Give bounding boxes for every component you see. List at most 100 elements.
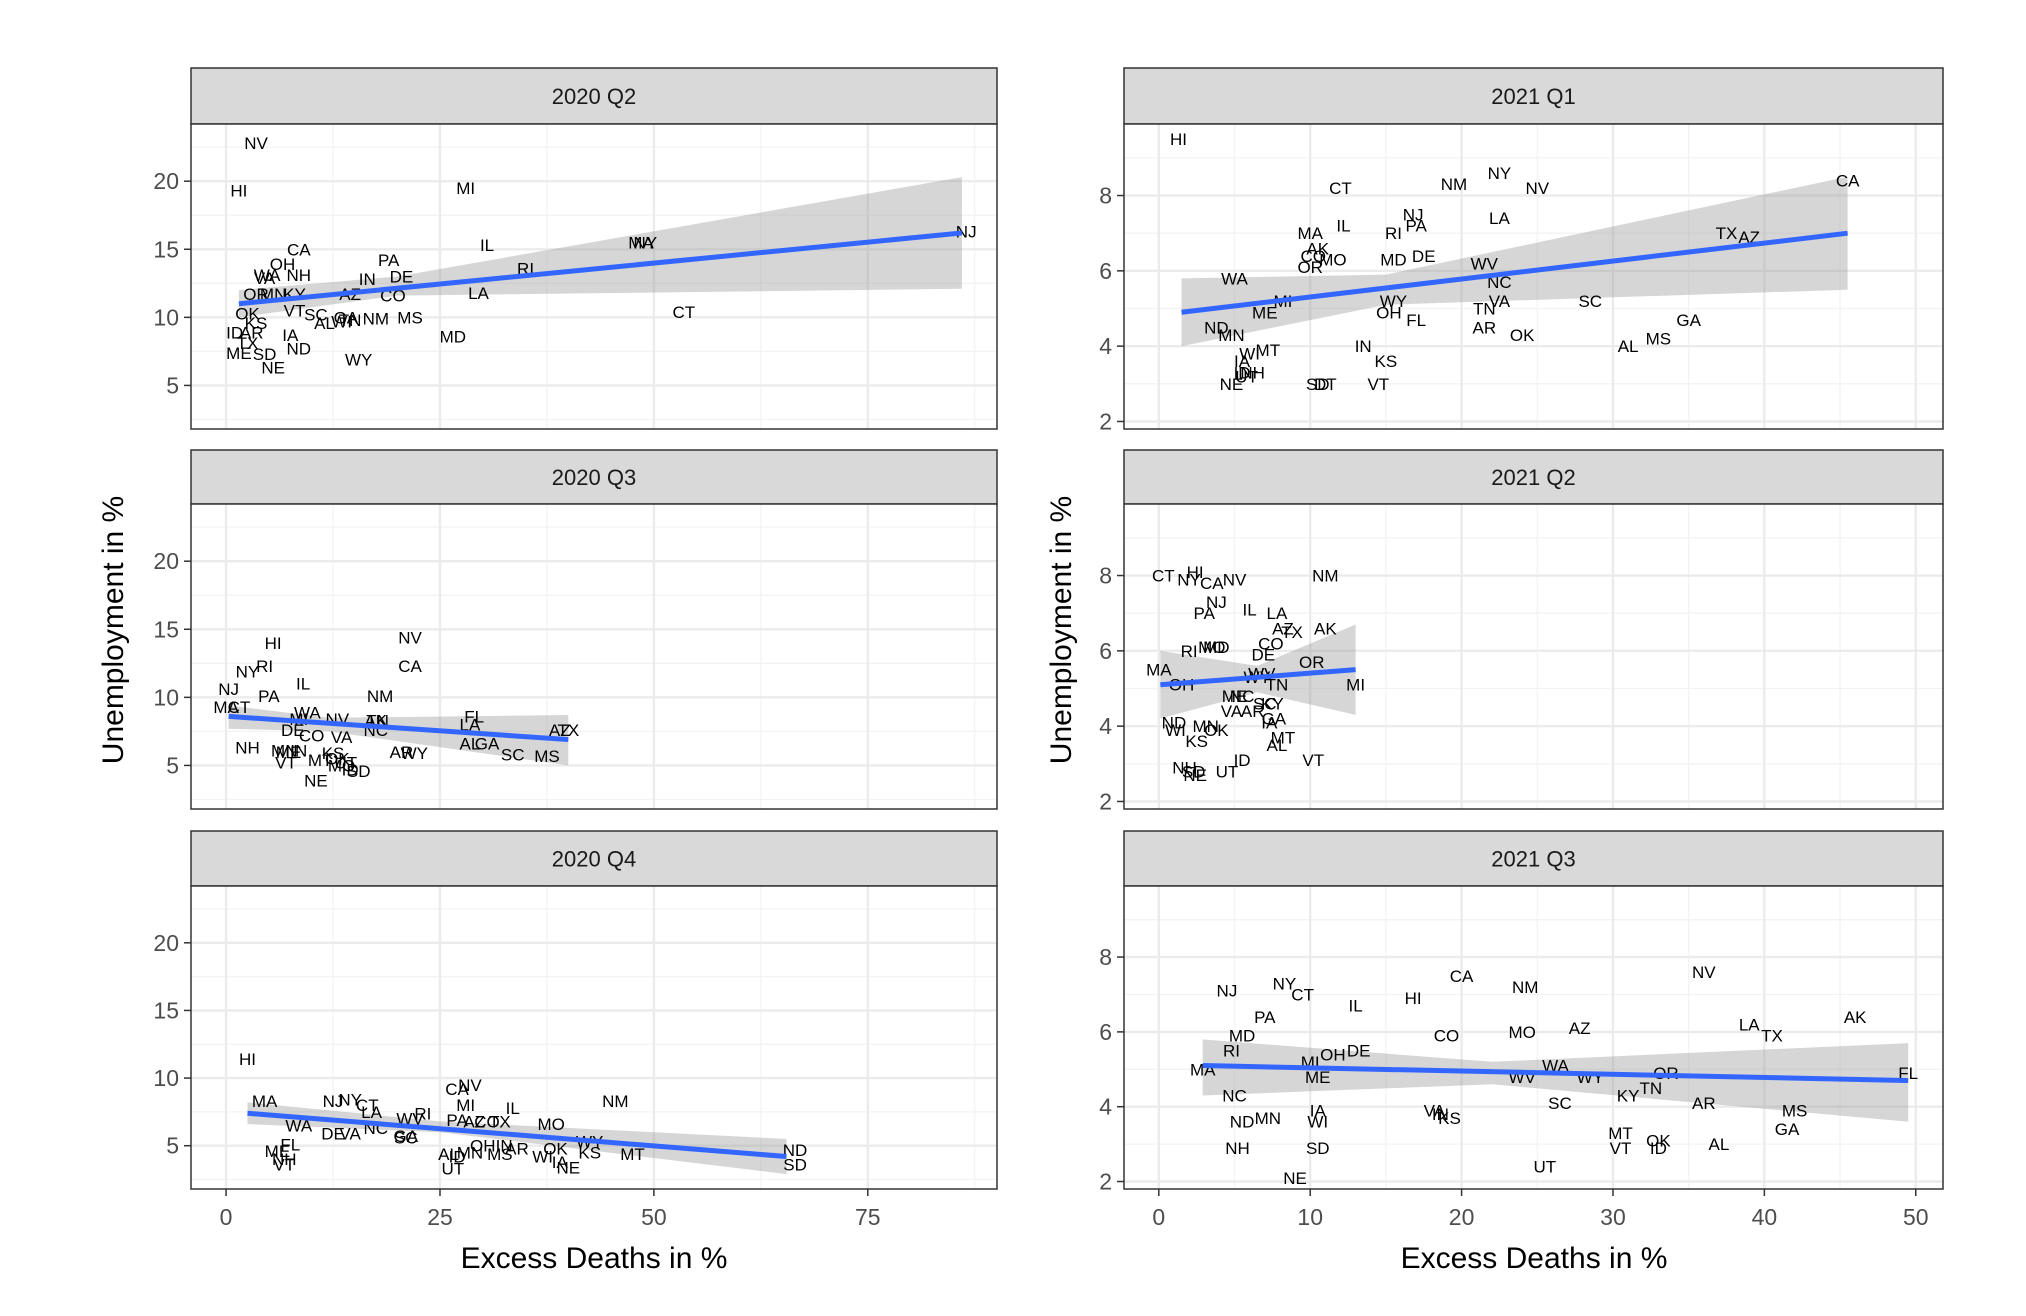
point-label-or: OR [1299,653,1325,672]
point-label-nh: NH [272,1150,297,1169]
point-label-nd: ND [287,340,312,359]
facet-strip [1123,67,1944,125]
point-label-ms: MS [1782,1101,1808,1120]
point-label-va: VA [339,1125,361,1144]
point-label-ut: UT [441,1160,464,1179]
point-label-or: OR [1297,258,1323,277]
point-label-fl: FL [1406,311,1426,330]
x-axis-title-left: Excess Deaths in % [461,1242,728,1275]
point-label-hi: HI [265,634,282,653]
point-label-sc: SC [1578,292,1602,311]
point-label-nh: NH [235,739,260,758]
point-label-ma: MA [1146,661,1172,680]
point-label-ri: RI [414,1104,431,1123]
x-tick-label: 25 [427,1204,453,1230]
point-label-ks: KS [1438,1109,1461,1128]
point-label-wa: WA [294,703,321,722]
facet-strip-label: 2021 Q1 [1491,84,1575,109]
point-label-va: VA [254,269,276,288]
point-label-ok: OK [235,304,260,323]
point-label-vt: VT [284,302,306,321]
point-label-ok: OK [1510,326,1535,345]
point-label-oh: OH [1376,303,1402,322]
point-label-tn: TN [1473,300,1496,319]
point-label-il: IL [1349,997,1363,1016]
point-label-mt: MT [620,1145,645,1164]
y-tick-label: 2 [1099,408,1112,434]
point-label-ut: UT [335,754,358,773]
point-label-id: ID [226,323,243,342]
point-label-ca: CA [398,657,422,676]
point-label-ne: NE [1283,1169,1307,1188]
plot-area [191,124,997,429]
point-label-nm: NM [1312,567,1338,586]
point-label-ms: MS [487,1145,513,1164]
x-axis-title-right: Excess Deaths in % [1401,1242,1668,1275]
plot-area [1124,504,1943,809]
point-label-co: CO [1258,634,1284,653]
point-label-ga: GA [475,735,500,754]
point-label-mo: MO [328,756,355,775]
point-label-mn: MN [1255,1109,1281,1128]
point-label-ne: NE [1183,766,1207,785]
facet-strip [1123,449,1944,505]
point-label-ks: KS [322,744,345,763]
point-label-wi: WI [1165,721,1186,740]
facet-strip-label: 2020 Q4 [552,847,636,872]
point-label-sc: SC [304,306,328,325]
point-label-nc: NC [1222,1086,1247,1105]
point-label-ar: AR [240,323,264,342]
point-label-mn: MN [457,1143,483,1162]
point-label-nm: NM [602,1092,628,1111]
y-tick-label: 15 [153,997,179,1023]
point-label-ut: UT [1534,1158,1557,1177]
point-label-ia: IA [1310,1101,1327,1120]
point-label-vt: VT [1302,751,1324,770]
point-label-nv: NV [458,1076,482,1095]
y-tick-label: 10 [153,684,179,710]
x-tick-label: 0 [220,1204,233,1230]
point-label-nm: NM [1441,175,1467,194]
y-tick-label: 20 [153,930,179,956]
point-label-mi: MI [1346,676,1365,695]
point-label-nm: NM [367,687,393,706]
plot-area [191,504,997,809]
point-label-oh: OH [270,255,296,274]
y-tick-label: 5 [166,1133,179,1159]
point-label-ar: AR [1241,702,1265,721]
point-label-fl: FL [280,1135,300,1154]
point-label-sd: SD [783,1156,807,1175]
point-label-wy: WY [345,351,372,370]
point-label-mt: MT [1271,728,1296,747]
point-label-il: IL [506,1099,520,1118]
point-label-sc: SC [1548,1094,1572,1113]
point-label-de: DE [1251,646,1275,665]
x-tick-label: 75 [855,1204,881,1230]
y-tick-label: 2 [1099,788,1112,814]
point-label-ma: MA [628,233,654,252]
point-label-ne: NE [557,1158,581,1177]
point-label-al: AL [460,735,481,754]
point-label-ca: CA [445,1080,469,1099]
point-label-la: LA [460,716,481,735]
facet-strip [1123,830,1944,887]
point-label-ks: KS [245,314,268,333]
y-axis-title-right: Unemployment in % [1045,496,1078,764]
point-label-ct: CT [1291,985,1314,1004]
point-label-mn: MN [271,741,297,760]
y-tick-label: 10 [153,304,179,330]
y-tick-label: 8 [1099,563,1112,589]
point-label-vt: VT [273,1156,295,1175]
point-label-ct: CT [356,1096,379,1115]
facet-strip-label: 2021 Q3 [1491,847,1575,872]
point-label-nv: NV [1223,570,1247,589]
point-label-sd: SD [253,345,277,364]
point-label-ok: OK [325,750,350,769]
point-label-il: IL [296,675,310,694]
point-label-co: CO [474,1112,500,1131]
point-label-nc: NC [1230,687,1255,706]
confidence-band [238,177,962,318]
point-label-ky: KY [1617,1086,1640,1105]
